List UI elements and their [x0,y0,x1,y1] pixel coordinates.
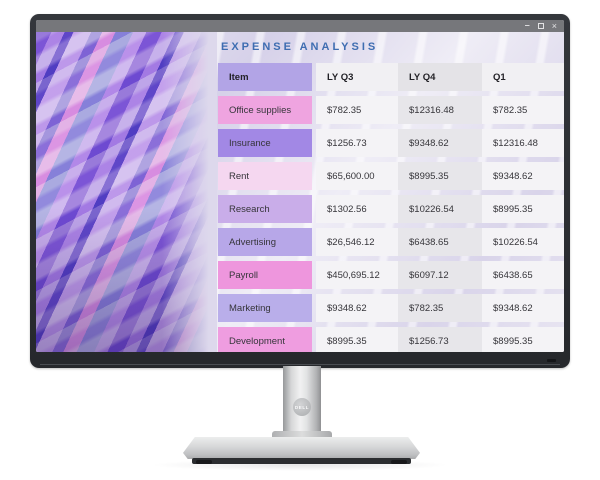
cell-value-ly-q3[interactable]: $9348.62 [316,294,398,322]
restore-icon[interactable] [537,23,544,29]
expense-app: EXPENSE ANALYSIS Item LY Q3 LY Q4 Q1 Office … [218,32,564,352]
stand-base-underside [192,458,411,464]
column-header-item[interactable]: Item [218,63,312,91]
cell-value-q1[interactable]: $8995.35 [482,195,564,223]
cell-value-q1[interactable]: $9348.62 [482,162,564,190]
monitor-stand-neck: DELL [283,366,321,438]
cell-item[interactable]: Insurance [218,129,312,157]
monitor-stand-base [183,437,420,464]
cell-value-ly-q3[interactable]: $450,695.12 [316,261,398,289]
base-shadow [150,459,450,471]
cell-value-q1[interactable]: $9348.62 [482,294,564,322]
cell-value-ly-q3[interactable]: $65,600.00 [316,162,398,190]
cell-item[interactable]: Rent [218,162,312,190]
desktop-wallpaper: EXPENSE ANALYSIS Item LY Q3 LY Q4 Q1 Office … [36,32,564,352]
column-header-ly-q4[interactable]: LY Q4 [398,63,482,91]
cell-item[interactable]: Advertising [218,228,312,256]
cell-value-ly-q3[interactable]: $1302.56 [316,195,398,223]
dell-logo: DELL [293,398,311,416]
cell-value-ly-q4[interactable]: $9348.62 [398,129,482,157]
cell-value-ly-q4[interactable]: $10226.54 [398,195,482,223]
cell-value-ly-q3[interactable]: $26,546.12 [316,228,398,256]
cell-value-ly-q4[interactable]: $1256.73 [398,327,482,352]
cell-value-ly-q4[interactable]: $6097.12 [398,261,482,289]
expense-table: Item LY Q3 LY Q4 Q1 Office supplies $782.35 $1… [218,63,564,352]
close-icon[interactable]: × [551,20,557,31]
column-header-q1[interactable]: Q1 [482,63,564,91]
cell-value-ly-q4[interactable]: $8995.35 [398,162,482,190]
cell-value-q1[interactable]: $12316.48 [482,129,564,157]
cell-value-ly-q3[interactable]: $1256.73 [316,129,398,157]
cell-item[interactable]: Development [218,327,312,352]
power-button[interactable] [547,359,556,362]
cell-item[interactable]: Office supplies [218,96,312,124]
monitor-frame: EXPENSE ANALYSIS Item LY Q3 LY Q4 Q1 Office … [30,14,570,368]
cell-value-q1[interactable]: $6438.65 [482,261,564,289]
wallpaper-abstract-waves [36,32,217,352]
page-title: EXPENSE ANALYSIS [221,41,379,53]
stand-joint [272,431,332,440]
cell-item[interactable]: Marketing [218,294,312,322]
cell-value-ly-q3[interactable]: $8995.35 [316,327,398,352]
cell-value-ly-q3[interactable]: $782.35 [316,96,398,124]
window-titlebar: – × [36,20,564,32]
minimize-icon[interactable]: – [524,20,530,30]
cell-value-q1[interactable]: $782.35 [482,96,564,124]
stand-base-top [183,437,420,459]
monitor-screen: EXPENSE ANALYSIS Item LY Q3 LY Q4 Q1 Office … [36,20,564,352]
column-header-ly-q3[interactable]: LY Q3 [316,63,398,91]
cell-value-q1[interactable]: $8995.35 [482,327,564,352]
cell-value-ly-q4[interactable]: $12316.48 [398,96,482,124]
cell-value-q1[interactable]: $10226.54 [482,228,564,256]
cell-value-ly-q4[interactable]: $782.35 [398,294,482,322]
cell-item[interactable]: Payroll [218,261,312,289]
cell-value-ly-q4[interactable]: $6438.65 [398,228,482,256]
cell-item[interactable]: Research [218,195,312,223]
